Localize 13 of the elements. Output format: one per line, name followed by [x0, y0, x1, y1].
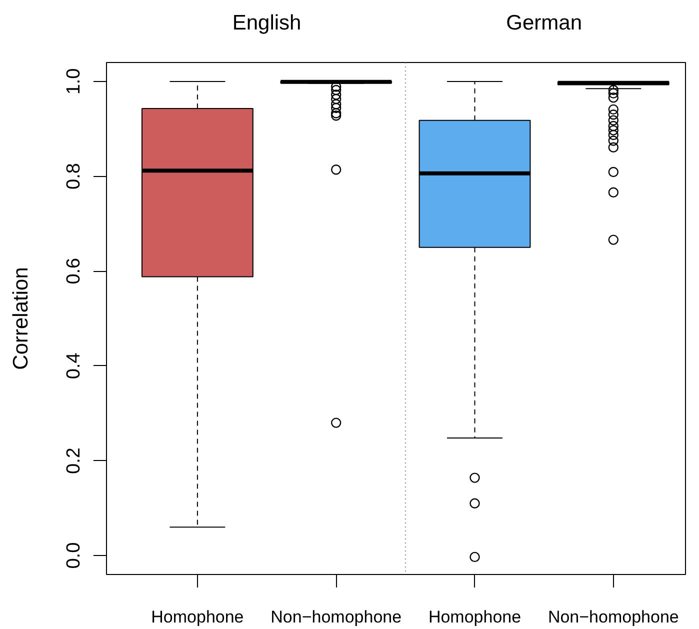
x-tick-label: Homophone: [151, 608, 244, 626]
x-tick-label: Non−homophone: [270, 608, 402, 626]
y-tick-label: 0.0: [64, 542, 84, 569]
x-tick-label: Homophone: [428, 608, 522, 626]
y-tick-label: 1.0: [64, 68, 84, 95]
x-tick-label: Non−homophone: [548, 608, 679, 626]
y-tick-label: 0.4: [64, 352, 84, 380]
text: German: [506, 11, 582, 34]
y-axis-title: Correlation: [10, 267, 32, 370]
y-tick-label: 0.6: [64, 258, 84, 284]
y-tick-label: 0.2: [64, 448, 84, 474]
text: English: [232, 11, 302, 34]
y-tick-label: 0.8: [64, 163, 84, 190]
